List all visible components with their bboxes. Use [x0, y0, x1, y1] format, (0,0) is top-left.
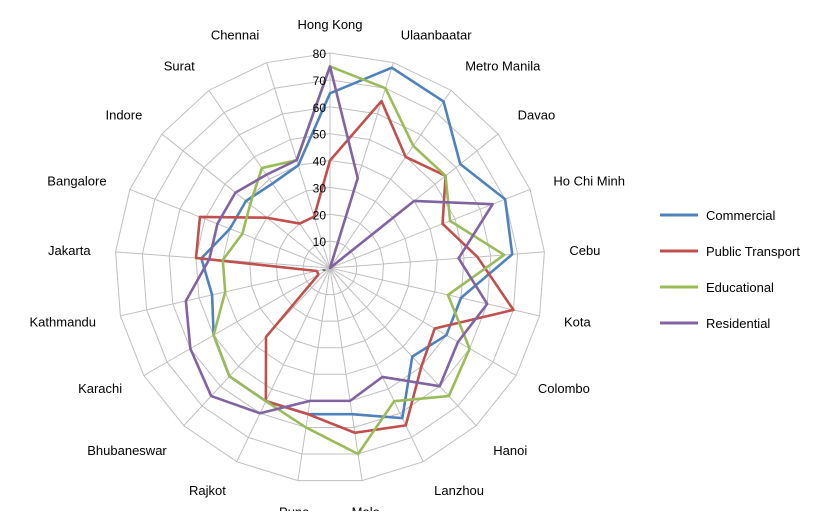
category-label-jakarta: Jakarta — [48, 243, 91, 258]
category-label-male: Male — [352, 504, 380, 511]
legend-label-educational: Educational — [706, 280, 774, 295]
category-label-chennai: Chennai — [211, 28, 260, 43]
category-label-rajkot: Rajkot — [189, 483, 226, 498]
grid-spoke — [329, 267, 424, 462]
category-label-pune: Pune — [279, 504, 309, 511]
grid-spoke — [236, 267, 331, 462]
tick-label: 30 — [313, 181, 327, 195]
grid-ring — [115, 52, 545, 482]
series-line-public-transport — [194, 99, 515, 435]
grid-ring — [141, 79, 519, 455]
category-label-colombo: Colombo — [538, 381, 590, 396]
tick-label: 50 — [313, 128, 327, 142]
category-label-kota: Kota — [564, 314, 592, 329]
grid-ring — [249, 186, 411, 349]
grid-spoke — [329, 267, 363, 481]
tick-label: 60 — [313, 101, 327, 115]
category-label-lanzhou: Lanzhou — [434, 483, 484, 498]
legend-label-residential: Residential — [706, 316, 770, 331]
grid-spoke — [329, 267, 477, 426]
grid-ring — [275, 213, 385, 322]
grid-spoke — [297, 267, 331, 481]
grid-spoke — [143, 267, 331, 376]
grid-spoke — [329, 267, 540, 317]
grid-ring — [302, 240, 358, 296]
legend: Commercial Public Transport Educational Res… — [660, 208, 800, 331]
category-label-kathmandu: Kathmandu — [30, 314, 97, 329]
series-line-educational — [212, 65, 506, 456]
series-line-commercial — [200, 66, 514, 420]
grid-spoke — [329, 267, 517, 376]
category-label-ho-chi-minh: Ho Chi Minh — [553, 173, 625, 188]
category-label-bhubaneswar: Bhubaneswar — [87, 443, 167, 458]
category-label-karachi: Karachi — [78, 381, 122, 396]
tick-label: 20 — [313, 208, 327, 222]
category-label-bangalore: Bangalore — [47, 173, 106, 188]
category-label-surat: Surat — [164, 59, 195, 74]
category-label-hanoi: Hanoi — [493, 443, 527, 458]
tick-label: 80 — [313, 47, 327, 61]
tick-label: 70 — [313, 74, 327, 88]
grid-spoke — [208, 90, 331, 269]
grid-spoke — [329, 251, 545, 269]
category-label-indore: Indore — [105, 107, 142, 122]
tick-label: 10 — [313, 235, 327, 249]
tick-label: - — [322, 262, 326, 276]
grid-spoke — [329, 90, 452, 269]
grid-spoke — [183, 267, 331, 426]
legend-label-public-transport: Public Transport — [706, 244, 800, 259]
category-label-davao: Davao — [518, 107, 556, 122]
series-group — [184, 65, 515, 456]
category-label-cebu: Cebu — [569, 243, 600, 258]
category-labels: Hong Kong Ulaanbaatar Metro Manila Davao Ho … — [30, 17, 625, 516]
tick-label: 40 — [313, 155, 327, 169]
category-label-ulaanbaatar: Ulaanbaatar — [401, 28, 472, 43]
tick-labels: - 10 20 30 40 50 60 70 80 — [313, 47, 327, 276]
grid-ring — [168, 106, 492, 428]
category-label-hong-kong: Hong Kong — [297, 17, 362, 32]
legend-label-commercial: Commercial — [706, 208, 775, 223]
series-line-residential — [184, 65, 494, 415]
grid-spoke — [329, 188, 531, 269]
category-label-metro-manila: Metro Manila — [465, 59, 541, 74]
